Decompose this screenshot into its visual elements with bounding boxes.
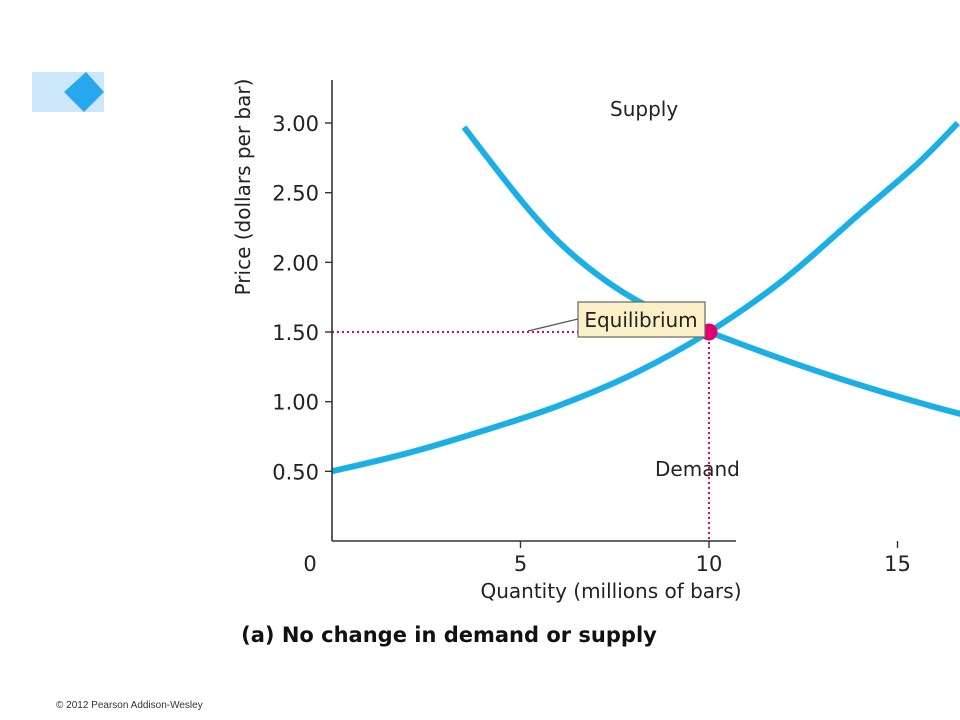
- series-label-demand: Demand: [655, 457, 740, 481]
- y-tick-label: 2.50: [272, 182, 319, 206]
- y-axis-label: Price (dollars per bar): [231, 79, 255, 296]
- x-tick-label: 15: [884, 552, 911, 576]
- x-tick-label: 10: [696, 552, 723, 576]
- equilibrium-leader-line: [527, 318, 579, 332]
- curve-supply: [331, 120, 960, 475]
- curve-demand: [461, 125, 960, 417]
- y-tick-label: 0.50: [272, 460, 319, 484]
- y-tick-label: 1.50: [272, 321, 319, 345]
- x-tick-label: 0: [303, 552, 316, 576]
- x-axis-label: Quantity (millions of bars): [480, 579, 741, 603]
- equilibrium-label-box: [577, 301, 706, 338]
- y-tick-label: 2.00: [272, 251, 319, 275]
- slide-diamond-icon: [32, 72, 104, 112]
- series-label-supply: Supply: [610, 97, 678, 121]
- y-tick-label: 1.00: [272, 391, 319, 415]
- copyright-text: © 2012 Pearson Addison-Wesley: [56, 700, 203, 711]
- equilibrium-label: Equilibrium: [584, 308, 697, 332]
- y-tick-label: 3.00: [272, 112, 319, 136]
- chart-caption: (a) No change in demand or supply: [241, 623, 657, 647]
- x-tick-label: 5: [514, 552, 527, 576]
